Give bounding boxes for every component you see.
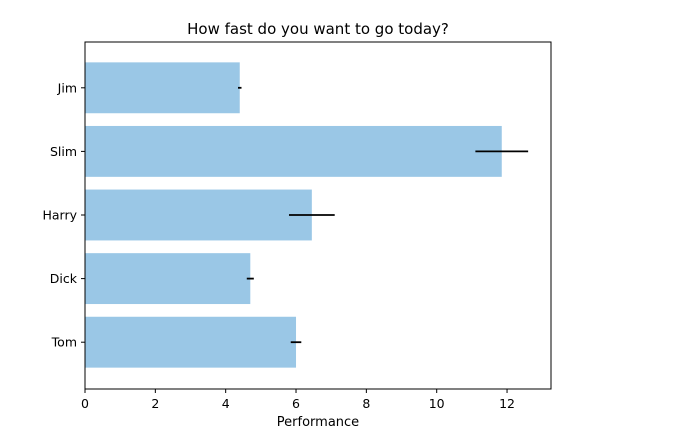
x-tick-label: 6 <box>292 396 300 411</box>
bars-group <box>85 62 502 368</box>
x-tick-label: 2 <box>151 396 159 411</box>
y-tick-label: Slim <box>50 144 77 159</box>
bar-slim <box>85 125 502 177</box>
y-tick-label: Harry <box>42 208 77 223</box>
x-tick-label: 8 <box>362 396 370 411</box>
x-tick-label: 4 <box>222 396 230 411</box>
chart-title: How fast do you want to go today? <box>187 20 449 38</box>
x-axis-label: Performance <box>277 415 359 430</box>
bar-tom <box>85 316 297 368</box>
y-axis-ticks: Tom Dick Harry Slim Jim <box>42 80 85 350</box>
x-axis-ticks: 0 2 4 6 8 10 12 <box>81 389 515 411</box>
y-tick-label: Dick <box>50 271 78 286</box>
bar-jim <box>85 62 240 114</box>
error-bars-group <box>237 86 529 344</box>
x-tick-label: 10 <box>429 396 445 411</box>
x-tick-label: 12 <box>499 396 515 411</box>
bar-harry <box>85 189 312 241</box>
y-tick-label: Tom <box>51 335 77 350</box>
x-tick-label: 0 <box>81 396 89 411</box>
y-tick-label: Jim <box>57 80 77 95</box>
bar-dick <box>85 253 251 305</box>
